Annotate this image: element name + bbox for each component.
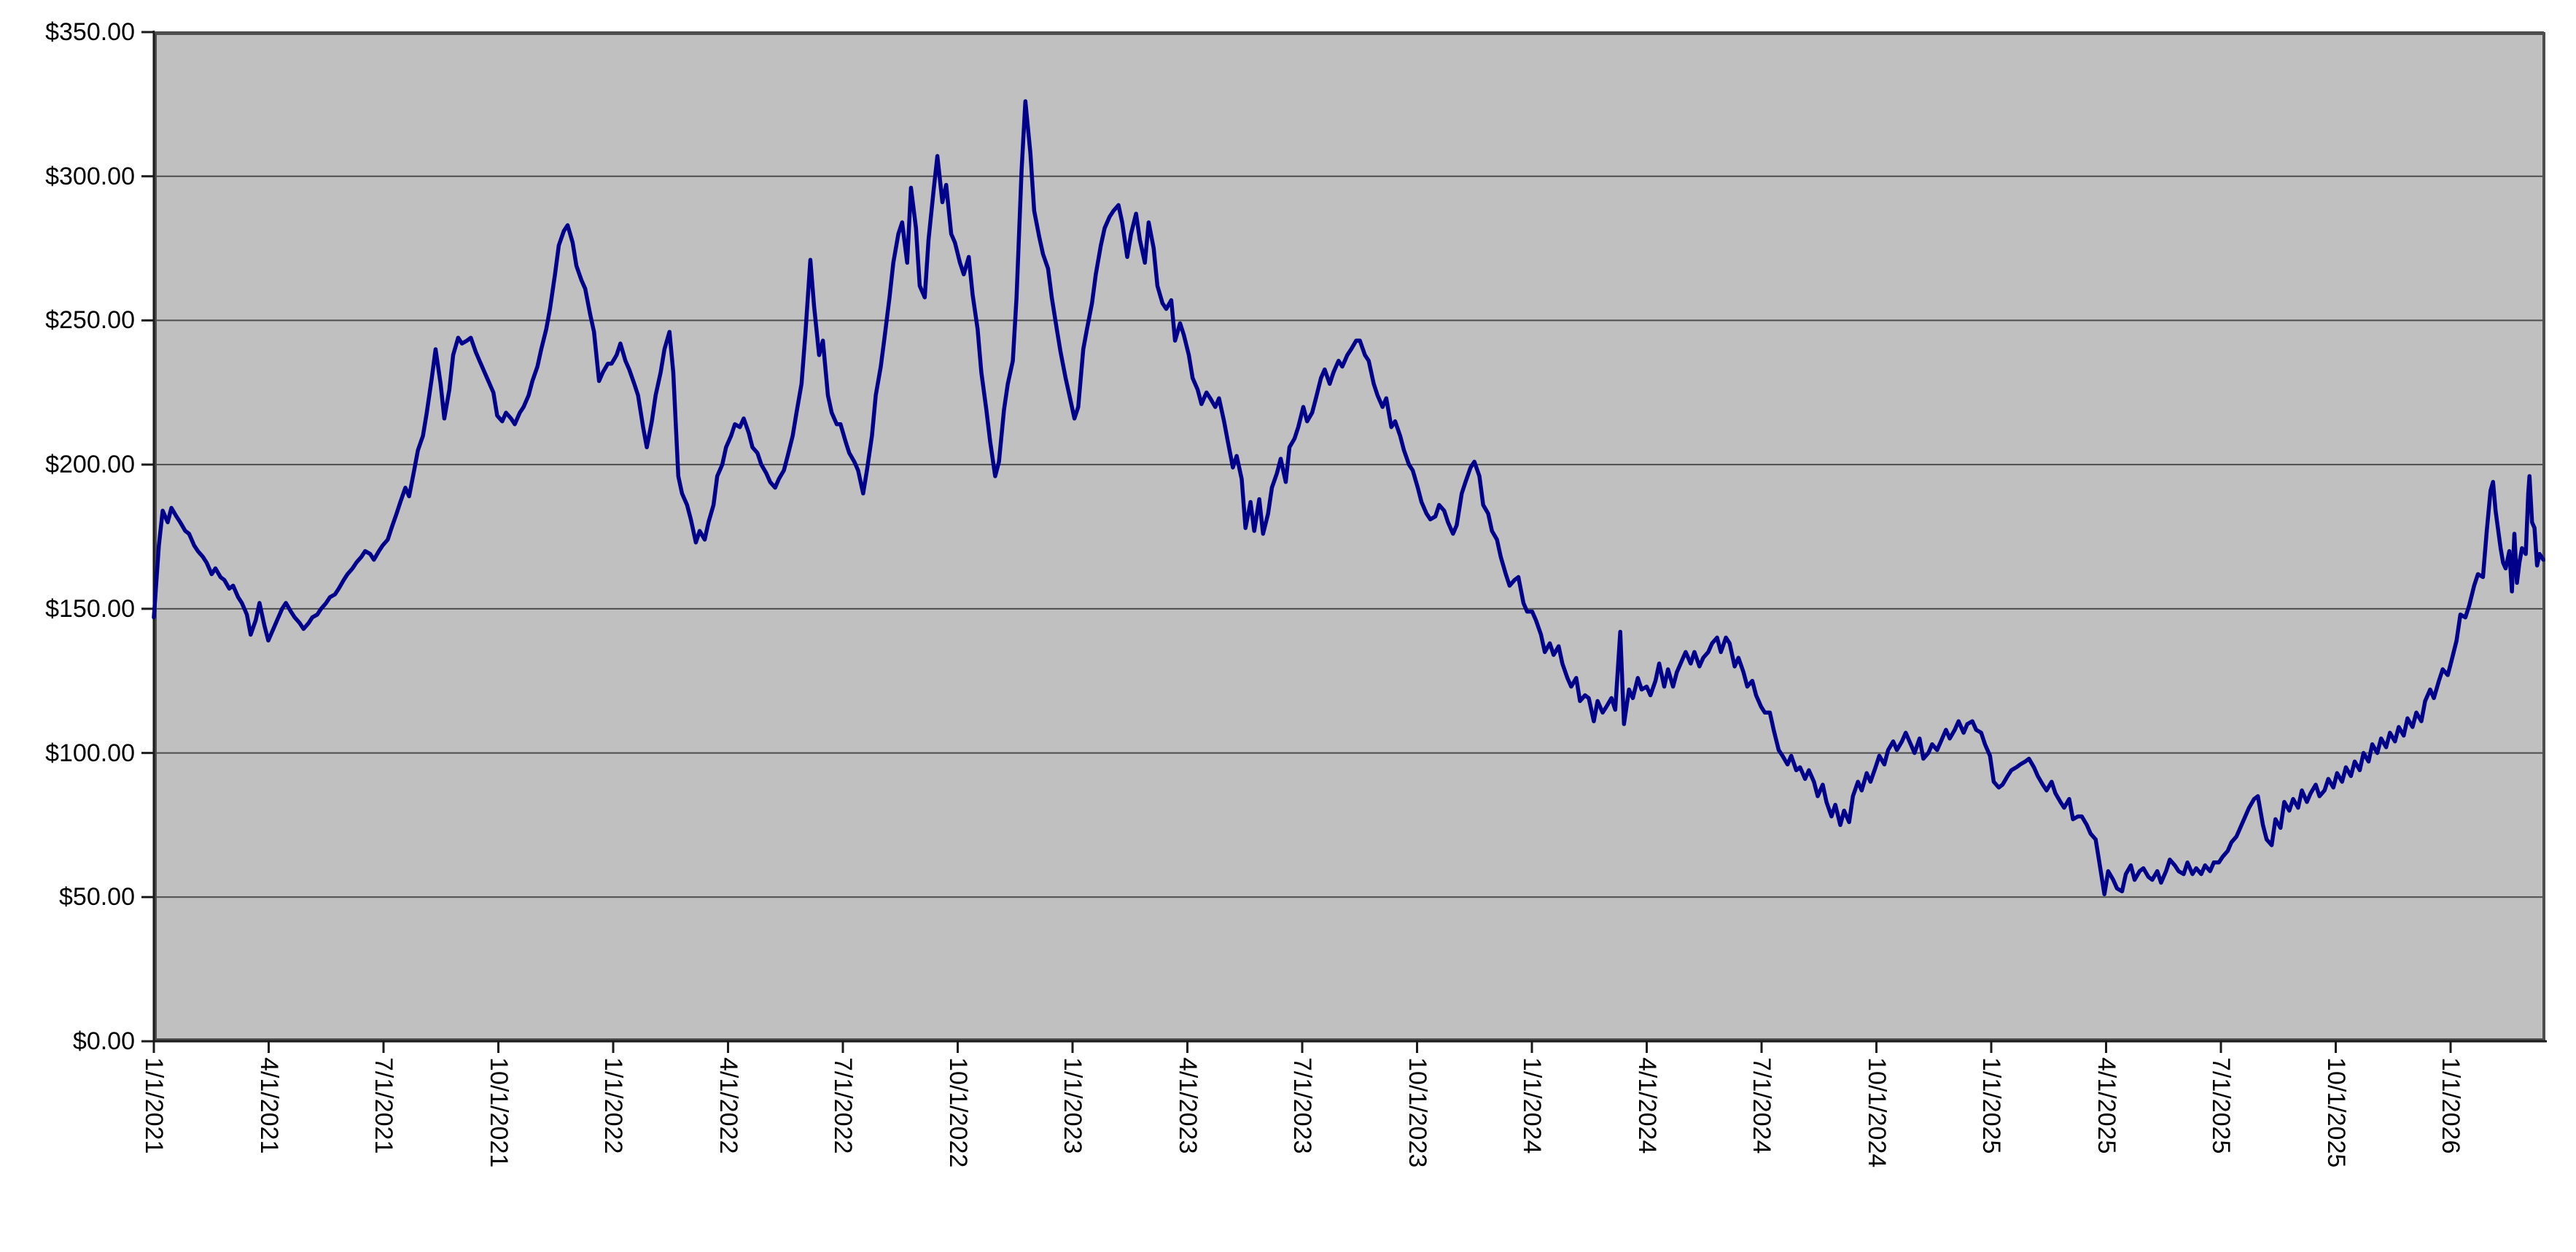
x-axis-label: 7/1/2025 [2207, 1057, 2235, 1154]
x-axis-label: 4/1/2021 [254, 1057, 283, 1154]
y-axis-label: $250.00 [45, 306, 135, 335]
y-axis-label: $0.00 [72, 1027, 135, 1055]
y-axis-label: $200.00 [45, 451, 135, 479]
y-axis-label: $100.00 [45, 739, 135, 767]
x-axis-label: 1/1/2023 [1059, 1057, 1086, 1154]
x-axis-label: 10/1/2021 [484, 1057, 513, 1168]
y-axis-label: $350.00 [45, 18, 135, 46]
x-axis-label: 10/1/2024 [1862, 1057, 1891, 1168]
x-axis-label: 4/1/2025 [2092, 1057, 2120, 1154]
x-axis-label: 4/1/2023 [1173, 1057, 1202, 1154]
y-axis-label: $300.00 [45, 162, 135, 190]
x-axis-label: 7/1/2022 [829, 1057, 857, 1154]
x-axis-label: 1/1/2022 [599, 1057, 627, 1154]
y-axis-label: $50.00 [59, 883, 135, 911]
x-axis-label: 10/1/2025 [2322, 1057, 2350, 1168]
x-axis-label: 1/1/2024 [1518, 1057, 1546, 1154]
x-axis-label: 7/1/2024 [1748, 1057, 1775, 1154]
x-axis-label: 1/1/2021 [140, 1057, 168, 1154]
x-axis-label: 4/1/2024 [1633, 1057, 1661, 1154]
x-axis-label: 7/1/2021 [370, 1057, 397, 1154]
x-axis-label: 1/1/2026 [2437, 1057, 2464, 1154]
x-axis-label: 7/1/2023 [1288, 1057, 1316, 1154]
x-axis-label: 10/1/2023 [1403, 1057, 1431, 1168]
x-axis-label: 10/1/2022 [943, 1057, 972, 1168]
price-line-series [152, 99, 2545, 897]
x-axis-label: 1/1/2025 [1977, 1057, 2005, 1154]
y-axis-label: $150.00 [45, 594, 135, 623]
x-axis-label: 4/1/2022 [714, 1057, 742, 1154]
